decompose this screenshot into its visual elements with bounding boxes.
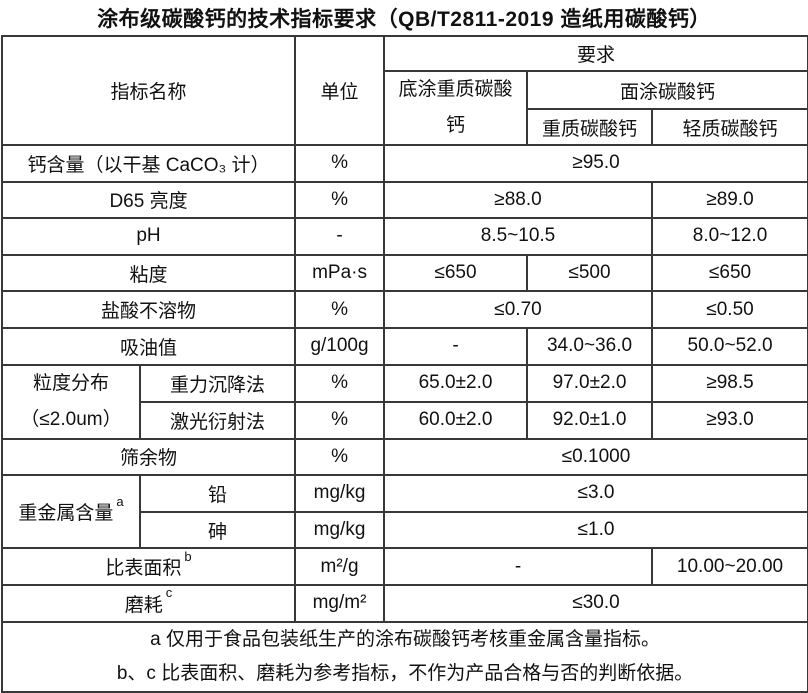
residue-name: 筛余物 — [0, 437, 297, 477]
brightness-unit: % — [294, 180, 386, 220]
psd-laser-value-precoat: 60.0±2.0 — [383, 400, 529, 440]
surface-area-value-combined: - — [383, 547, 654, 586]
abrasion-sup: c — [165, 585, 173, 601]
viscosity-unit: mPa·s — [294, 253, 386, 293]
abrasion-name: 磨耗c — [0, 583, 297, 623]
abrasion-unit: mg/m² — [294, 583, 386, 623]
surface-area-label-text: 比表面积 — [105, 558, 182, 580]
header-name: 指标名称 — [0, 35, 297, 146]
row-viscosity: 粘度 mPa·s ≤650 ≤500 ≤650 — [0, 253, 808, 293]
heavy-metals-label-text: 重金属含量 — [18, 503, 114, 525]
hcl-value-pcc: ≤0.50 — [651, 290, 808, 329]
heavy-metals-sup: a — [116, 493, 124, 509]
calcium-name: 钙含量（以干基 CaCO₃ 计） — [0, 144, 297, 183]
ph-value-combined: 8.5~10.5 — [383, 217, 654, 256]
hcl-unit: % — [294, 290, 386, 329]
brightness-value-pcc: ≥89.0 — [651, 180, 808, 220]
surface-area-sup: b — [184, 548, 192, 564]
footnotes-cell: a 仅用于食品包装纸生产的涂布碳酸钙考核重金属含量指标。 b、c 比表面积、磨耗… — [0, 620, 808, 693]
brightness-value-combined: ≥88.0 — [383, 180, 654, 220]
row-psd-laser: 激光衍射法 % 60.0±2.0 92.0±1.0 ≥93.0 — [2, 400, 808, 440]
viscosity-value-gcc: ≤500 — [526, 253, 654, 293]
row-abrasion: 磨耗c mg/m² ≤30.0 — [0, 583, 808, 623]
oil-value-gcc: 34.0~36.0 — [526, 326, 654, 366]
ph-name: pH — [0, 217, 297, 256]
header-precoat-gcc: 底涂重质碳酸 钙 — [383, 70, 529, 146]
psd-gravity-value-pcc: ≥98.5 — [651, 363, 808, 403]
calcium-unit: % — [294, 144, 386, 183]
header-topcoat-gcc: 重质碳酸钙 — [526, 108, 654, 146]
arsenic-name: 砷 — [138, 510, 297, 550]
spec-table: 指标名称 单位 要求 底涂重质碳酸 钙 面涂碳酸钙 重质碳酸钙 轻质碳酸钙 钙含… — [0, 35, 808, 693]
calcium-value: ≥95.0 — [383, 144, 808, 183]
row-surface-area: 比表面积b m²/g - 10.00~20.00 — [0, 547, 808, 586]
header-topcoat: 面涂碳酸钙 — [526, 69, 808, 111]
header-row-1: 指标名称 单位 要求 — [0, 35, 808, 146]
oil-value-pcc: 50.0~52.0 — [651, 326, 808, 366]
oil-value-precoat: - — [383, 326, 529, 366]
brightness-name: D65 亮度 — [0, 180, 297, 220]
psd-laser-name: 激光衍射法 — [138, 400, 297, 440]
psd-gravity-name: 重力沉降法 — [138, 363, 297, 403]
abrasion-value: ≤30.0 — [383, 583, 808, 623]
footnote-bc: b、c 比表面积、磨耗为参考指标，不作为产品合格与否的判断依据。 — [116, 662, 694, 684]
arsenic-value: ≤1.0 — [383, 510, 808, 550]
heavy-metals-label: 重金属含量a — [1, 474, 141, 550]
psd-label-line2: （≤2.0um） — [20, 408, 122, 430]
psd-label: 粒度分布 （≤2.0um） — [1, 363, 141, 440]
header-row-3: 重质碳酸钙 轻质碳酸钙 — [2, 108, 808, 146]
row-psd-gravity: 粒度分布 （≤2.0um） 重力沉降法 % 65.0±2.0 97.0±2.0 … — [1, 363, 808, 440]
viscosity-value-pcc: ≤650 — [651, 253, 808, 293]
row-heavy-metals-lead: 重金属含量a 铅 mg/kg ≤3.0 — [1, 474, 808, 550]
psd-gravity-value-precoat: 65.0±2.0 — [383, 363, 529, 403]
row-hcl-insoluble: 盐酸不溶物 % ≤0.70 ≤0.50 — [0, 290, 808, 329]
residue-value: ≤0.1000 — [383, 437, 808, 477]
header-precoat-line2: 钙 — [446, 115, 466, 136]
viscosity-name: 粘度 — [0, 253, 297, 293]
footnote-a: a 仅用于食品包装纸生产的涂布碳酸钙考核重金属含量指标。 — [150, 628, 660, 650]
ph-unit: - — [294, 217, 386, 256]
hcl-name: 盐酸不溶物 — [0, 290, 297, 329]
hcl-value-combined: ≤0.70 — [383, 290, 654, 329]
row-footnotes: a 仅用于食品包装纸生产的涂布碳酸钙考核重金属含量指标。 b、c 比表面积、磨耗… — [0, 620, 808, 693]
psd-laser-value-gcc: 92.0±1.0 — [526, 400, 654, 440]
ph-value-pcc: 8.0~12.0 — [651, 217, 808, 256]
header-unit: 单位 — [294, 35, 386, 146]
row-heavy-metals-arsenic: 砷 mg/kg ≤1.0 — [2, 510, 808, 550]
header-requirement: 要求 — [383, 35, 808, 72]
viscosity-value-precoat: ≤650 — [383, 253, 529, 293]
page-title: 涂布级碳酸钙的技术指标要求（QB/T2811-2019 造纸用碳酸钙） — [97, 8, 711, 31]
psd-gravity-unit: % — [294, 363, 386, 403]
psd-label-line1: 粒度分布 — [32, 372, 109, 394]
header-row-2: 底涂重质碳酸 钙 面涂碳酸钙 — [2, 69, 808, 146]
psd-laser-value-pcc: ≥93.0 — [651, 400, 808, 440]
row-brightness: D65 亮度 % ≥88.0 ≥89.0 — [0, 180, 808, 220]
oil-name: 吸油值 — [0, 326, 297, 366]
lead-unit: mg/kg — [294, 474, 386, 513]
row-calcium-content: 钙含量（以干基 CaCO₃ 计） % ≥95.0 — [0, 144, 808, 183]
psd-gravity-value-gcc: 97.0±2.0 — [526, 363, 654, 403]
lead-value: ≤3.0 — [383, 474, 808, 513]
row-sieve-residue: 筛余物 % ≤0.1000 — [0, 437, 808, 477]
abrasion-label-text: 磨耗 — [124, 594, 163, 616]
header-topcoat-pcc: 轻质碳酸钙 — [651, 108, 808, 146]
residue-unit: % — [294, 437, 386, 477]
oil-unit: g/100g — [294, 326, 386, 366]
row-oil-absorption: 吸油值 g/100g - 34.0~36.0 50.0~52.0 — [0, 326, 808, 366]
psd-laser-unit: % — [294, 400, 386, 440]
surface-area-name: 比表面积b — [0, 547, 297, 586]
row-ph: pH - 8.5~10.5 8.0~12.0 — [0, 217, 808, 256]
arsenic-unit: mg/kg — [294, 510, 386, 550]
surface-area-value-pcc: 10.00~20.00 — [651, 547, 808, 586]
header-precoat-line1: 底涂重质碳酸 — [398, 79, 513, 100]
lead-name: 铅 — [138, 474, 297, 513]
surface-area-unit: m²/g — [294, 547, 386, 586]
